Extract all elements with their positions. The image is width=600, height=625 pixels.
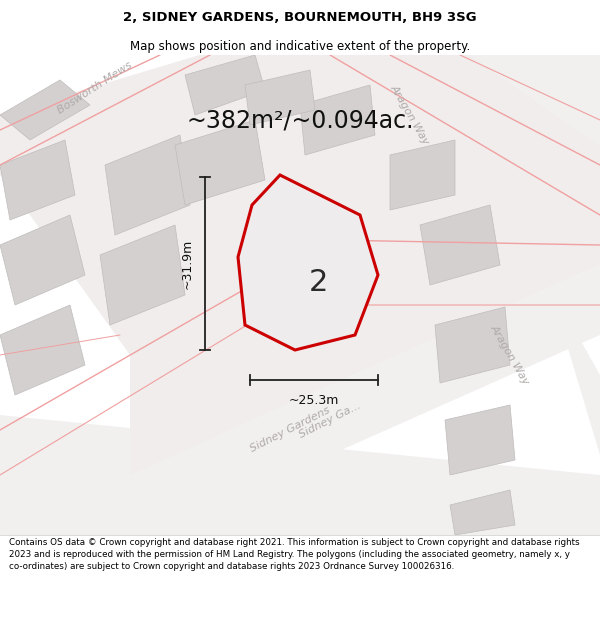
Text: Contains OS data © Crown copyright and database right 2021. This information is : Contains OS data © Crown copyright and d…: [9, 538, 580, 571]
Text: Sidney Ga…: Sidney Ga…: [298, 400, 362, 440]
Polygon shape: [245, 70, 315, 125]
Polygon shape: [445, 405, 515, 475]
Polygon shape: [470, 55, 600, 145]
Text: ~382m²/~0.094ac.: ~382m²/~0.094ac.: [186, 108, 414, 132]
Text: ~31.9m: ~31.9m: [181, 238, 193, 289]
Polygon shape: [300, 85, 375, 155]
Text: Map shows position and indicative extent of the property.: Map shows position and indicative extent…: [130, 39, 470, 52]
Text: Sidney Gardens: Sidney Gardens: [248, 406, 332, 454]
Polygon shape: [300, 55, 600, 455]
Polygon shape: [435, 307, 510, 383]
Polygon shape: [0, 140, 75, 220]
Polygon shape: [390, 140, 455, 210]
Text: 2: 2: [308, 268, 328, 297]
Polygon shape: [450, 490, 515, 535]
Text: Aragon Way: Aragon Way: [389, 83, 431, 147]
Polygon shape: [0, 55, 600, 475]
Polygon shape: [0, 215, 85, 305]
Polygon shape: [185, 55, 265, 115]
Text: ~25.3m: ~25.3m: [289, 394, 339, 406]
Text: 2, SIDNEY GARDENS, BOURNEMOUTH, BH9 3SG: 2, SIDNEY GARDENS, BOURNEMOUTH, BH9 3SG: [123, 11, 477, 24]
Polygon shape: [0, 305, 85, 395]
Polygon shape: [0, 80, 90, 140]
Polygon shape: [238, 175, 378, 350]
Text: Bosworth Mews: Bosworth Mews: [56, 60, 134, 116]
Polygon shape: [175, 120, 265, 205]
Polygon shape: [105, 135, 190, 235]
Polygon shape: [0, 415, 600, 535]
Polygon shape: [0, 55, 260, 175]
Text: Aragon Way: Aragon Way: [489, 323, 531, 387]
Polygon shape: [130, 265, 600, 535]
Polygon shape: [100, 225, 185, 325]
Polygon shape: [420, 205, 500, 285]
